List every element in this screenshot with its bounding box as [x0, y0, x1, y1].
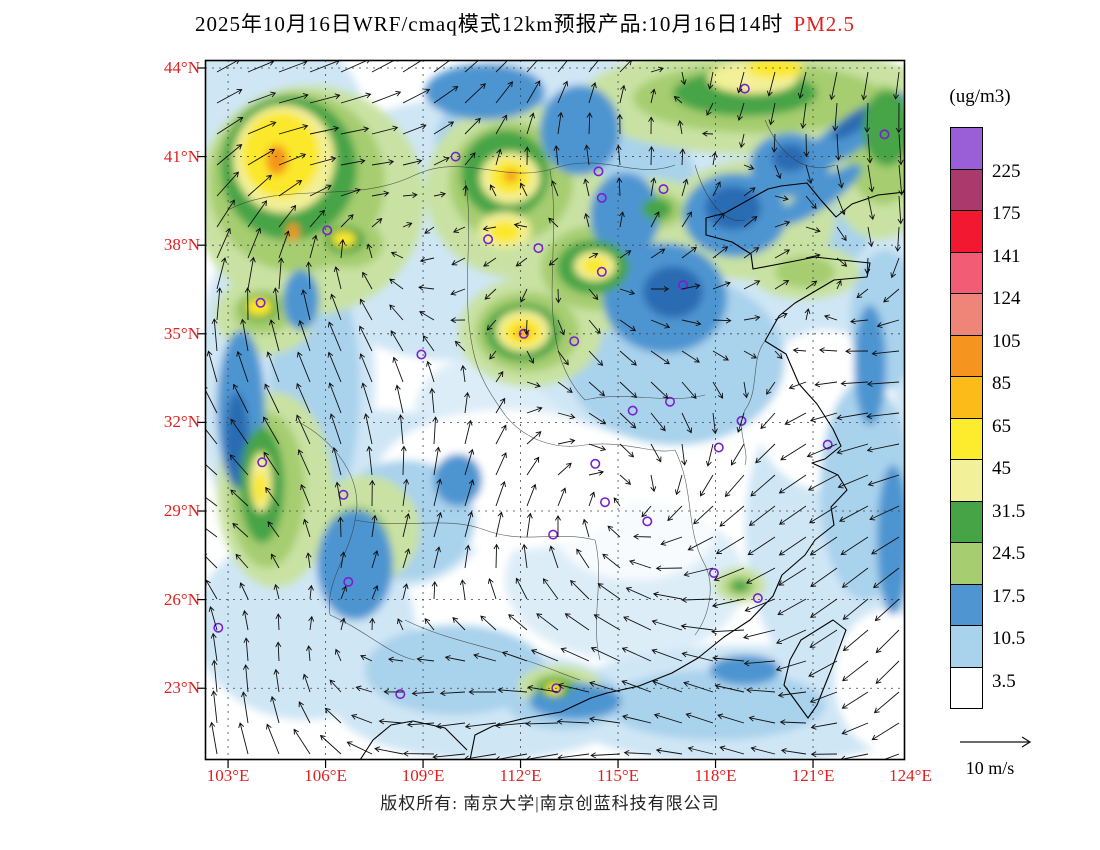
colorbar-segment — [950, 542, 983, 585]
lat-tick-label: 29°N — [163, 501, 200, 520]
lat-tick-label: 38°N — [163, 235, 200, 255]
coastline-path — [469, 182, 905, 760]
colorbar-level-label: 65 — [992, 415, 1011, 437]
lat-tick-label: 41°N — [163, 146, 200, 166]
colorbar-level-label: 45 — [992, 458, 1011, 479]
colorbar-level-label: 141 — [992, 245, 1021, 267]
station-marker — [322, 225, 333, 236]
colorbar-segment — [950, 334, 983, 377]
colorbar-segment — [950, 251, 983, 294]
station-marker — [879, 129, 890, 140]
lat-tick-label: 23°N — [163, 678, 200, 698]
colorbar-level-label: 3.5 — [992, 670, 1016, 692]
station-marker — [450, 151, 461, 162]
station-marker — [822, 439, 833, 450]
grid-lines — [205, 60, 905, 760]
station-marker — [518, 328, 529, 339]
colorbar-unit-label: (ug/m3) — [949, 86, 1011, 107]
station-marker — [599, 497, 610, 508]
taiwan-coastline-path — [783, 619, 847, 719]
colorbar-level-label: 31.5 — [992, 500, 1026, 522]
wind-vector-arrows — [205, 60, 905, 760]
station-marker — [533, 243, 544, 254]
station-marker — [551, 683, 562, 694]
colorbar-level-label: 225 — [992, 160, 1021, 182]
station-marker — [596, 266, 607, 277]
station-marker — [708, 567, 719, 578]
lon-tick-label: 109°E — [401, 766, 445, 785]
station-marker — [627, 405, 638, 416]
chart-title-text: 2025年10月16日WRF/cmaq模式12km预报产品:10月16日14时 — [194, 12, 784, 36]
colorbar — [950, 127, 983, 709]
station-marker — [677, 280, 688, 291]
lon-tick-label: 118°E — [694, 766, 737, 785]
coastline-and-borders — [227, 119, 905, 760]
colorbar-segment — [950, 168, 983, 211]
wind-scale-legend: 10 m/s — [935, 733, 1045, 779]
colorbar-level-label: 17.5 — [992, 585, 1026, 607]
lat-tick-label: 26°N — [163, 589, 200, 609]
colorbar-segment — [950, 417, 983, 460]
colorbar-segment — [950, 459, 983, 502]
station-markers — [213, 83, 890, 700]
colorbar-segment — [950, 293, 983, 336]
station-marker — [596, 192, 607, 203]
colorbar-level-label: 24.5 — [992, 543, 1026, 564]
station-marker — [213, 622, 224, 633]
station-marker — [736, 415, 747, 426]
lon-tick-label: 103°E — [206, 766, 250, 785]
station-marker — [752, 593, 763, 604]
lon-tick-label: 106°E — [304, 766, 347, 785]
station-marker — [642, 516, 653, 527]
station-marker — [664, 396, 675, 407]
lat-tick-label: 35°N — [163, 323, 200, 343]
map-canvas — [197, 59, 906, 768]
wind-vectors — [205, 60, 905, 760]
station-marker — [713, 442, 724, 453]
colorbar-segment — [950, 500, 983, 543]
colorbar-segment — [950, 666, 983, 709]
wind-scale-arrow — [960, 736, 1032, 748]
colorbar-level-label: 85 — [992, 373, 1011, 394]
axis-ticks — [197, 67, 814, 768]
map-plot-area — [197, 59, 906, 768]
lat-tick-label: 44°N — [163, 57, 200, 77]
colorbar-segment — [950, 376, 983, 419]
lon-tick-label: 121°E — [791, 766, 835, 785]
station-marker — [255, 297, 266, 308]
colorbar-level-label: 10.5 — [992, 628, 1026, 649]
copyright-text: 版权所有: 南京大学|南京创蓝科技有限公司 — [380, 794, 720, 813]
station-marker — [483, 234, 494, 245]
station-marker — [395, 689, 406, 700]
station-marker — [569, 336, 580, 347]
station-marker — [548, 529, 559, 540]
station-marker — [593, 166, 604, 177]
colorbar-segment — [950, 625, 983, 668]
station-marker — [739, 83, 750, 94]
colorbar-segment — [950, 583, 983, 626]
lon-tick-label: 124°E — [889, 766, 932, 785]
chart-title-variable: PM2.5 — [793, 12, 856, 36]
colorbar-level-label: 105 — [992, 330, 1021, 352]
wind-scale-label: 10 m/s — [965, 758, 1015, 778]
station-marker — [590, 458, 601, 469]
lat-tick-label: 32°N — [163, 412, 200, 432]
station-marker — [257, 457, 268, 468]
station-marker — [416, 349, 427, 360]
colorbar-segment — [950, 127, 983, 170]
station-marker — [658, 184, 669, 195]
lon-tick-label: 115°E — [597, 766, 640, 785]
colorbar-level-label: 175 — [992, 203, 1021, 224]
station-marker — [343, 576, 354, 587]
lon-tick-label: 112°E — [499, 766, 542, 785]
chart-title: 2025年10月16日WRF/cmaq模式12km预报产品:10月16日14时 P… — [0, 8, 1050, 38]
map-border-frame — [204, 59, 906, 761]
colorbar-segment — [950, 210, 983, 253]
pm25-contour-field — [205, 60, 905, 760]
colorbar-level-label: 124 — [992, 288, 1021, 309]
